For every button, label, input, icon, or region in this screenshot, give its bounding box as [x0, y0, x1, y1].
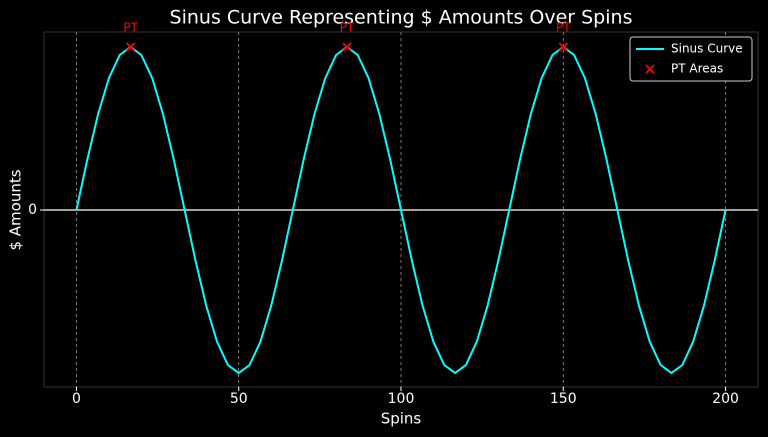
pt-label: PT — [340, 20, 355, 34]
y-tick-label: 0 — [28, 202, 37, 218]
pt-label: PT — [556, 20, 571, 34]
legend-label: PT Areas — [671, 62, 723, 76]
pt-label: PT — [123, 20, 138, 34]
pt-marker — [125, 42, 136, 52]
x-axis-label: Spins — [381, 410, 422, 428]
sine-line — [75, 45, 727, 375]
legend-label: Sinus Curve — [671, 42, 743, 56]
x-tick-label: 200 — [712, 391, 739, 407]
chart-title: Sinus Curve Representing $ Amounts Over … — [170, 7, 633, 29]
x-tick-label: 100 — [388, 391, 415, 407]
pt-marker — [558, 42, 568, 52]
y-axis-label: $ Amounts — [7, 169, 25, 250]
legend-marker — [645, 64, 655, 74]
x-tick-label: 50 — [230, 391, 248, 407]
pt-marker — [342, 42, 352, 52]
x-tick-label: 150 — [550, 391, 577, 407]
x-tick-label: 0 — [72, 391, 81, 407]
